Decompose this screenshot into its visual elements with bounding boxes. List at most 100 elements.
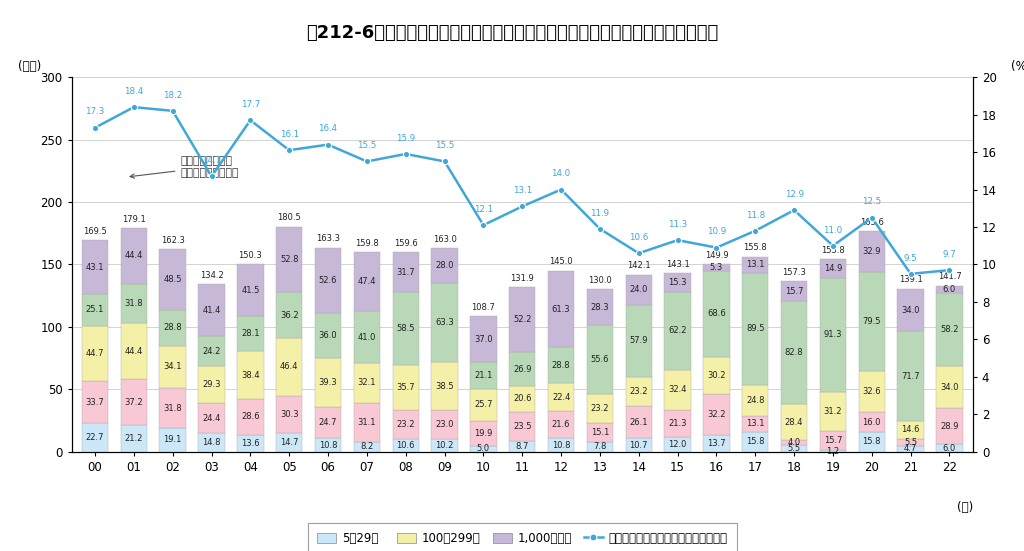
Bar <box>121 228 147 284</box>
Text: 31.1: 31.1 <box>357 418 376 426</box>
Text: 34.0: 34.0 <box>940 382 958 392</box>
Bar <box>703 271 730 357</box>
Bar <box>238 399 263 435</box>
Text: 142.1: 142.1 <box>627 261 650 270</box>
Text: 28.3: 28.3 <box>591 302 609 312</box>
Bar <box>548 348 574 383</box>
Text: 26.1: 26.1 <box>630 418 648 426</box>
Text: 41.5: 41.5 <box>242 285 259 295</box>
Text: 14.7: 14.7 <box>202 156 221 165</box>
Text: 23.0: 23.0 <box>435 420 454 429</box>
Bar <box>470 388 497 421</box>
Text: 13.1: 13.1 <box>513 186 531 195</box>
Text: 17.3: 17.3 <box>85 107 104 116</box>
Bar <box>858 231 885 272</box>
Bar <box>936 366 963 408</box>
Text: 16.1: 16.1 <box>280 130 299 139</box>
Legend: 5～29人, 30～99人, 100～299人, 300～999人, 1,000人以上, 新規学卒者のうち製造業への入職割合: 5～29人, 30～99人, 100～299人, 300～999人, 1,000… <box>307 522 737 551</box>
Bar <box>353 403 380 441</box>
Bar <box>121 323 147 379</box>
Text: 25.1: 25.1 <box>86 305 104 315</box>
Bar <box>431 249 458 283</box>
Bar <box>431 410 458 439</box>
Text: 180.5: 180.5 <box>278 213 301 222</box>
Text: 25.7: 25.7 <box>474 400 493 409</box>
Bar <box>897 439 924 446</box>
Text: 17.7: 17.7 <box>241 100 260 109</box>
Bar <box>665 370 691 410</box>
Bar <box>781 440 807 445</box>
Text: 10.9: 10.9 <box>707 228 726 236</box>
Text: 10.8: 10.8 <box>318 441 337 450</box>
Text: 37.2: 37.2 <box>125 398 143 407</box>
Text: 47.4: 47.4 <box>357 277 376 287</box>
Bar <box>160 310 186 345</box>
Text: 141.7: 141.7 <box>938 272 962 281</box>
Text: 16.0: 16.0 <box>862 418 881 426</box>
Text: 34.1: 34.1 <box>164 363 182 371</box>
Text: 31.7: 31.7 <box>396 268 415 277</box>
Text: 21.2: 21.2 <box>125 434 143 443</box>
Bar <box>276 293 302 338</box>
Bar <box>548 383 574 412</box>
Text: 108.7: 108.7 <box>471 302 496 312</box>
Bar <box>587 442 613 452</box>
Text: 16.4: 16.4 <box>318 125 338 133</box>
Bar <box>392 365 419 409</box>
Text: 15.5: 15.5 <box>357 141 377 150</box>
Bar <box>199 284 224 336</box>
Text: 58.2: 58.2 <box>940 325 958 334</box>
Text: 139.1: 139.1 <box>899 276 923 284</box>
Text: 9.5: 9.5 <box>904 253 918 263</box>
Bar <box>314 439 341 452</box>
Text: 15.3: 15.3 <box>669 278 687 287</box>
Text: 149.9: 149.9 <box>705 251 728 260</box>
Bar <box>470 362 497 388</box>
Text: 24.4: 24.4 <box>203 414 221 423</box>
Text: 165.6: 165.6 <box>860 218 884 226</box>
Text: 24.8: 24.8 <box>746 396 765 405</box>
Text: 23.5: 23.5 <box>513 422 531 431</box>
Text: 31.8: 31.8 <box>125 299 143 308</box>
Text: 10.2: 10.2 <box>435 441 454 450</box>
Bar <box>742 257 768 273</box>
Text: 32.2: 32.2 <box>708 410 726 419</box>
Text: 31.8: 31.8 <box>164 403 182 413</box>
Text: 28.6: 28.6 <box>241 413 260 422</box>
Bar <box>858 412 885 432</box>
Text: 79.5: 79.5 <box>862 317 881 326</box>
Bar <box>626 377 652 406</box>
Text: 52.6: 52.6 <box>318 276 337 285</box>
Text: 15.8: 15.8 <box>862 437 881 446</box>
Text: 37.0: 37.0 <box>474 334 493 344</box>
Bar <box>160 388 186 428</box>
Bar <box>936 444 963 452</box>
Bar <box>665 410 691 437</box>
Bar <box>160 345 186 388</box>
Text: 10.8: 10.8 <box>552 441 570 450</box>
Text: 32.6: 32.6 <box>862 387 881 396</box>
Text: 23.2: 23.2 <box>591 404 609 413</box>
Bar <box>353 363 380 403</box>
Bar <box>314 408 341 439</box>
Bar <box>82 381 109 424</box>
Bar <box>548 439 574 452</box>
Text: 9.7: 9.7 <box>943 250 956 259</box>
Text: 52.8: 52.8 <box>280 255 298 264</box>
Text: 169.5: 169.5 <box>83 227 106 236</box>
Text: (%): (%) <box>1011 61 1024 73</box>
Text: 134.2: 134.2 <box>200 271 223 280</box>
Text: 163.3: 163.3 <box>316 234 340 244</box>
Text: 11.9: 11.9 <box>591 209 609 218</box>
Bar <box>936 293 963 366</box>
Bar <box>276 434 302 452</box>
Text: 32.4: 32.4 <box>669 386 687 395</box>
Bar <box>160 249 186 310</box>
Text: 15.7: 15.7 <box>823 436 842 445</box>
Text: 145.0: 145.0 <box>549 257 572 267</box>
Text: 143.1: 143.1 <box>666 260 689 268</box>
Text: 61.3: 61.3 <box>552 305 570 314</box>
Bar <box>781 404 807 440</box>
Text: 71.7: 71.7 <box>901 371 920 381</box>
Bar <box>587 395 613 423</box>
